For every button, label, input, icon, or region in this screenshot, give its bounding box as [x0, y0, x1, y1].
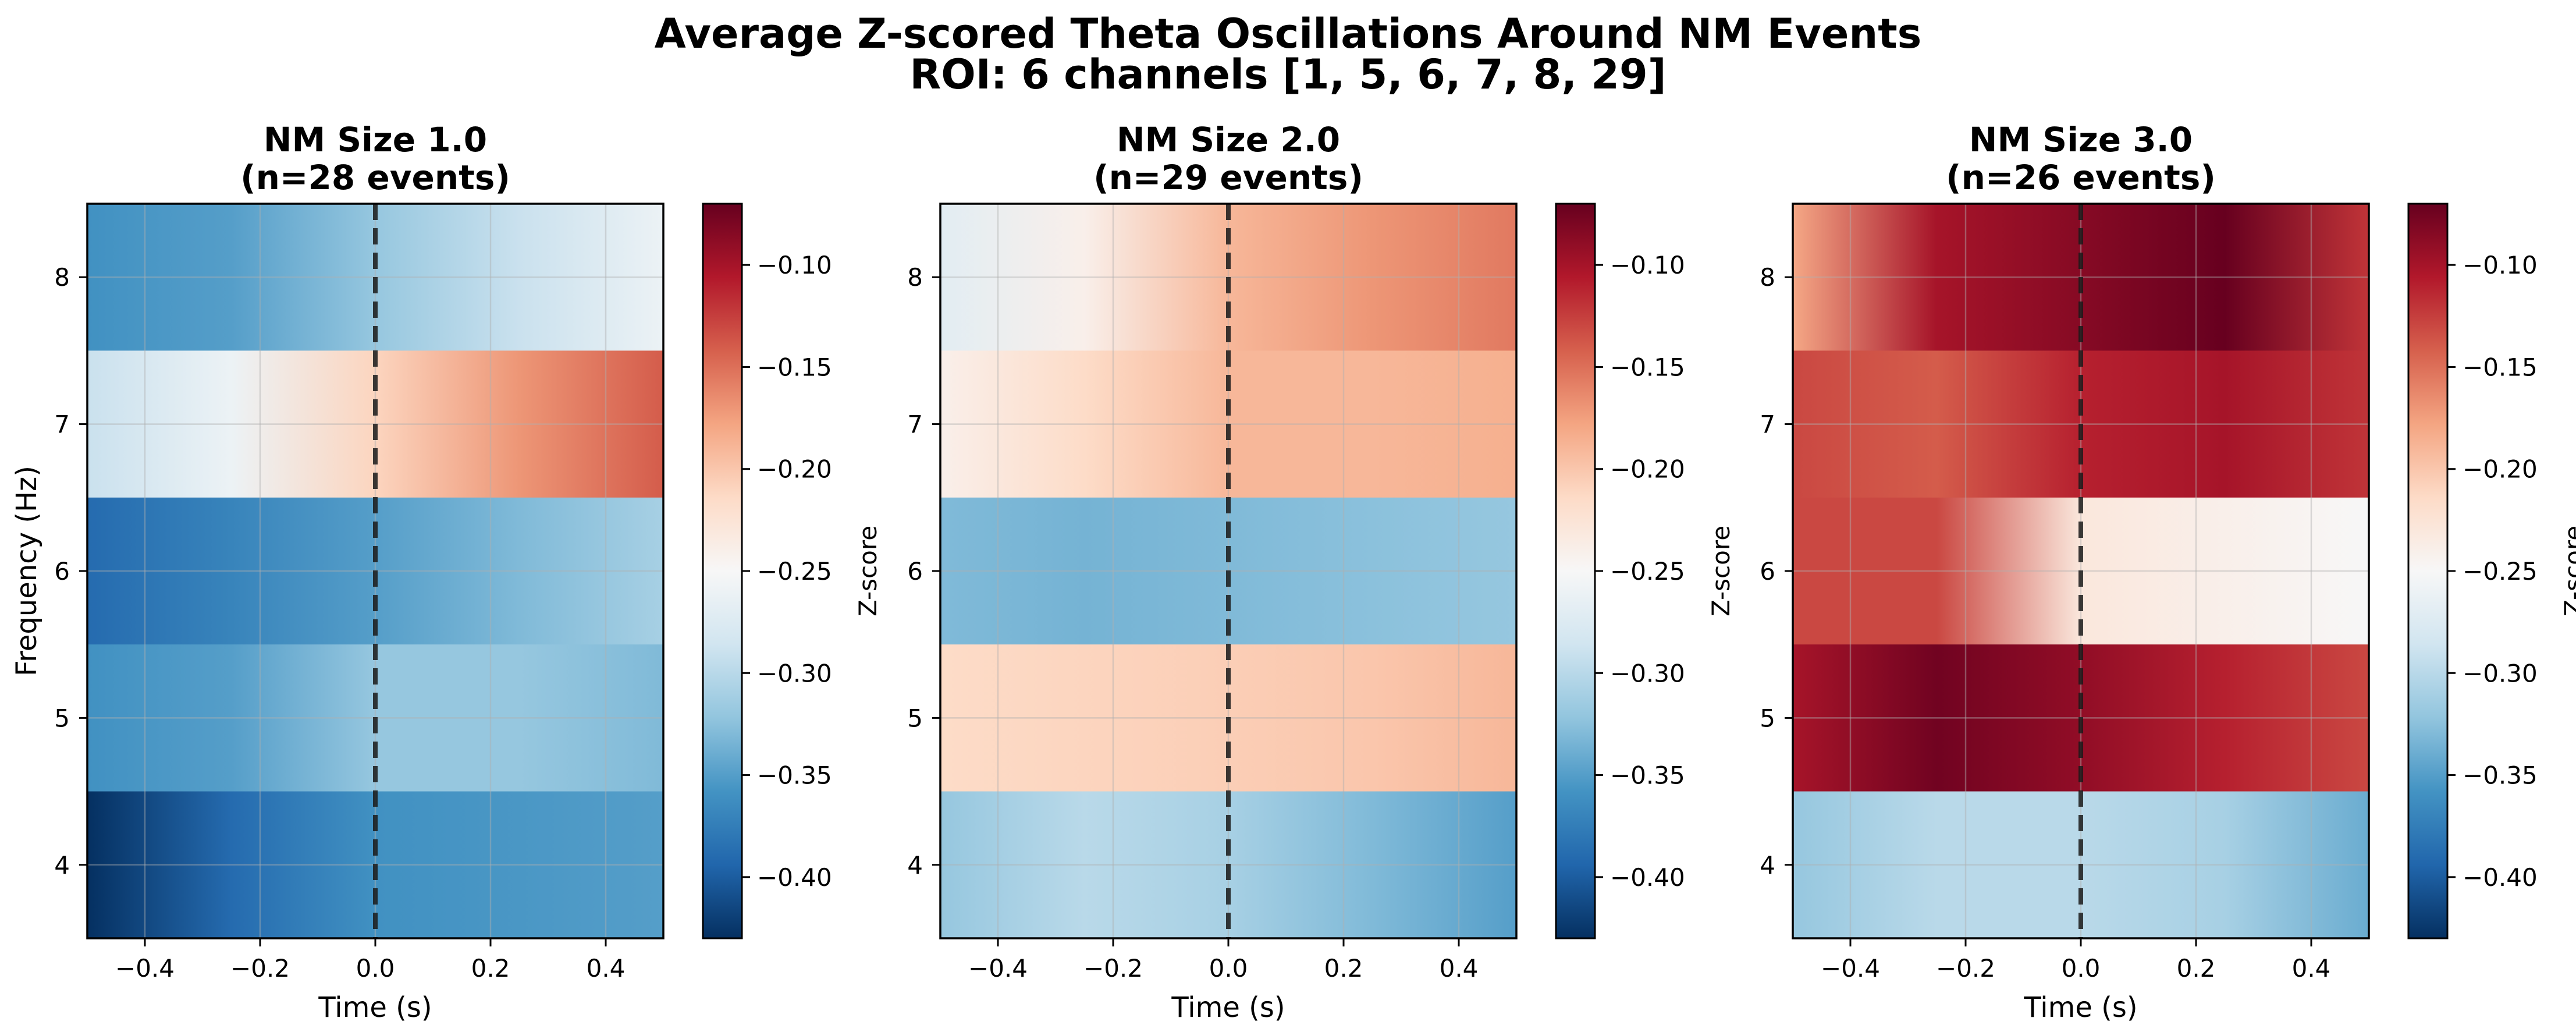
- panel-title-line2: (n=29 events): [1093, 158, 1363, 197]
- colorbar-tick-label: −0.35: [757, 761, 832, 790]
- y-tick-label: 6: [54, 557, 70, 586]
- x-tick-label: −0.2: [230, 954, 290, 983]
- y-tick-label: 4: [1760, 851, 1775, 879]
- colorbar-tick-label: −0.40: [2463, 863, 2538, 892]
- y-tick-label: 5: [1760, 704, 1775, 732]
- y-axis-label: Frequency (Hz): [10, 466, 43, 676]
- colorbar-tick-label: −0.40: [1610, 863, 1685, 892]
- x-tick-label: −0.2: [1936, 954, 1995, 983]
- panel-title-line2: (n=26 events): [1946, 158, 2216, 197]
- x-axis-label: Time (s): [2023, 991, 2137, 1024]
- y-tick-label: 8: [907, 263, 923, 292]
- colorbar-label: Z-score: [854, 526, 882, 616]
- colorbar-tick-label: −0.30: [1610, 659, 1685, 687]
- colorbar-tick-label: −0.10: [2463, 251, 2538, 279]
- colorbar-tick-label: −0.25: [1610, 557, 1685, 586]
- colorbar-tick-label: −0.10: [757, 251, 832, 279]
- colorbar-tick-label: −0.35: [1610, 761, 1685, 790]
- colorbar: −0.40 −0.35 −0.30 −0.25 −0.20 −0.15 −0.10 Z-sco…: [702, 203, 882, 939]
- x-tick-label: 0.0: [356, 954, 395, 983]
- y-tick-label: 8: [1760, 263, 1775, 292]
- x-tick-label: 0.4: [1440, 954, 1479, 983]
- x-tick-label: 0.4: [2292, 954, 2331, 983]
- colorbar-tick-label: −0.15: [757, 353, 832, 381]
- colorbar-tick-label: −0.35: [2463, 761, 2538, 790]
- x-tick-label: 0.2: [471, 954, 510, 983]
- colorbar-fill: [1556, 204, 1595, 938]
- y-tick-label: 7: [54, 410, 70, 439]
- colorbar: −0.40 −0.35 −0.30 −0.25 −0.20 −0.15 −0.10 Z-sco…: [1555, 203, 1735, 939]
- y-tick-label: 4: [907, 851, 923, 879]
- colorbar-tick-label: −0.20: [2463, 455, 2538, 484]
- x-tick-label: −0.4: [115, 954, 175, 983]
- colorbar-label: Z-score: [2559, 526, 2576, 616]
- y-tick-label: 8: [54, 263, 70, 292]
- colorbar-label: Z-score: [1707, 526, 1735, 616]
- x-tick-label: −0.2: [1083, 954, 1143, 983]
- y-tick-label: 4: [54, 851, 70, 879]
- colorbar-tick-label: −0.20: [757, 455, 832, 484]
- heatmap-panel-3: −0.4 −0.2 0.0 0.2 0.4 4 5 6 7 8 Time (s) NM Size 3.…: [1760, 120, 2576, 1024]
- y-tick-label: 6: [907, 557, 923, 586]
- colorbar-tick-label: −0.25: [2463, 557, 2538, 586]
- x-tick-label: 0.4: [587, 954, 626, 983]
- colorbar-tick-label: −0.25: [757, 557, 832, 586]
- x-tick-label: 0.2: [2177, 954, 2216, 983]
- y-tick-label: 7: [1760, 410, 1775, 439]
- y-tick-label: 5: [54, 704, 70, 732]
- x-axis-label: Time (s): [1171, 991, 1285, 1024]
- panel-title-line1: NM Size 1.0: [264, 120, 487, 159]
- figure-title-line2: ROI: 6 channels [1, 5, 6, 7, 8, 29]: [909, 51, 1667, 98]
- colorbar-tick-label: −0.30: [757, 659, 832, 687]
- x-tick-label: 0.2: [1324, 954, 1363, 983]
- x-axis-label: Time (s): [318, 991, 432, 1024]
- colorbar-fill: [703, 204, 742, 938]
- x-tick-label: 0.0: [1209, 954, 1248, 983]
- heatmap-panel-1: −0.4 −0.2 0.0 0.2 0.4 4 5 6 7 8 Time (s) Frequency …: [10, 120, 882, 1024]
- y-tick-label: 5: [907, 704, 923, 732]
- x-tick-label: −0.4: [1821, 954, 1880, 983]
- colorbar-tick-label: −0.15: [1610, 353, 1685, 381]
- colorbar-tick-label: −0.15: [2463, 353, 2538, 381]
- colorbar-fill: [2408, 204, 2447, 938]
- colorbar-tick-label: −0.10: [1610, 251, 1685, 279]
- x-tick-label: 0.0: [2062, 954, 2101, 983]
- heatmap-panel-2: −0.4 −0.2 0.0 0.2 0.4 4 5 6 7 8 Time (s) NM Size 2.…: [907, 120, 1735, 1024]
- colorbar-tick-label: −0.20: [1610, 455, 1685, 484]
- colorbar: −0.40 −0.35 −0.30 −0.25 −0.20 −0.15 −0.10 Z-sco…: [2407, 203, 2576, 939]
- colorbar-tick-label: −0.40: [757, 863, 832, 892]
- panel-title-line1: NM Size 2.0: [1117, 120, 1340, 159]
- colorbar-tick-label: −0.30: [2463, 659, 2538, 687]
- panel-title-line2: (n=28 events): [240, 158, 510, 197]
- y-tick-label: 7: [907, 410, 923, 439]
- panel-title-line1: NM Size 3.0: [1969, 120, 2193, 159]
- figure-title-line1: Average Z-scored Theta Oscillations Arou…: [654, 10, 1922, 58]
- y-tick-label: 6: [1760, 557, 1775, 586]
- x-tick-label: −0.4: [968, 954, 1028, 983]
